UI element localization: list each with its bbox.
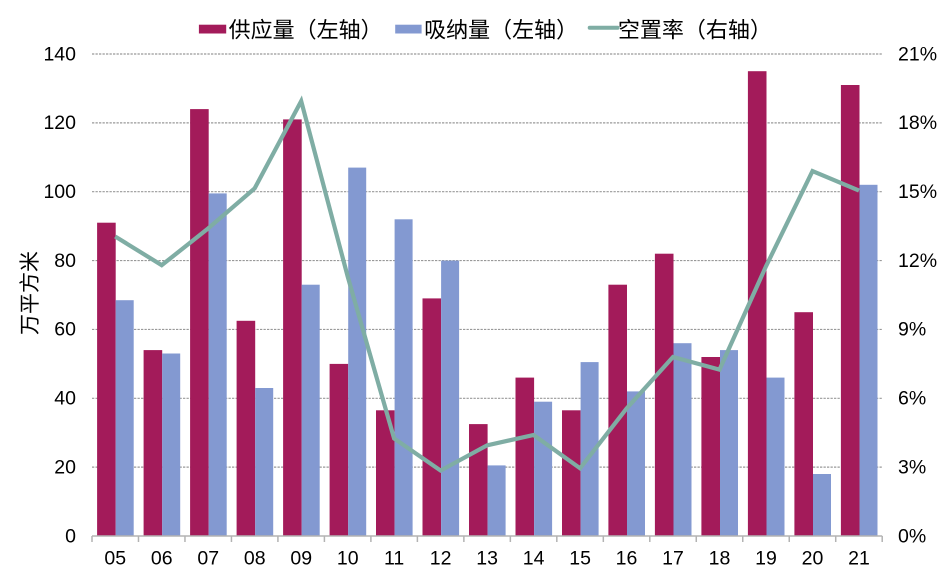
svg-text:08: 08 — [244, 548, 266, 570]
svg-text:0: 0 — [65, 525, 76, 547]
svg-text:07: 07 — [197, 548, 219, 570]
svg-text:80: 80 — [54, 250, 76, 272]
svg-text:9%: 9% — [898, 319, 926, 341]
svg-text:18: 18 — [709, 548, 731, 570]
svg-text:21: 21 — [848, 548, 870, 570]
svg-text:14: 14 — [523, 548, 545, 570]
svg-text:15%: 15% — [898, 181, 937, 203]
svg-text:19: 19 — [755, 548, 777, 570]
svg-text:21%: 21% — [898, 43, 937, 65]
svg-text:05: 05 — [104, 548, 126, 570]
svg-text:3%: 3% — [898, 456, 926, 478]
svg-text:12: 12 — [430, 548, 452, 570]
svg-text:11: 11 — [384, 548, 404, 570]
svg-text:06: 06 — [151, 548, 173, 570]
svg-text:18%: 18% — [898, 112, 937, 134]
svg-text:13: 13 — [476, 548, 498, 570]
svg-text:20: 20 — [54, 456, 76, 478]
svg-text:100: 100 — [43, 181, 76, 203]
svg-text:120: 120 — [43, 112, 76, 134]
svg-text:09: 09 — [290, 548, 312, 570]
svg-text:12%: 12% — [898, 250, 937, 272]
svg-text:15: 15 — [569, 548, 591, 570]
svg-text:16: 16 — [616, 548, 638, 570]
svg-text:40: 40 — [54, 388, 76, 410]
svg-text:60: 60 — [54, 319, 76, 341]
svg-text:17: 17 — [662, 548, 684, 570]
svg-text:20: 20 — [802, 548, 824, 570]
svg-text:140: 140 — [43, 43, 76, 65]
svg-text:6%: 6% — [898, 388, 926, 410]
svg-text:10: 10 — [337, 548, 359, 570]
svg-text:0%: 0% — [898, 525, 926, 547]
